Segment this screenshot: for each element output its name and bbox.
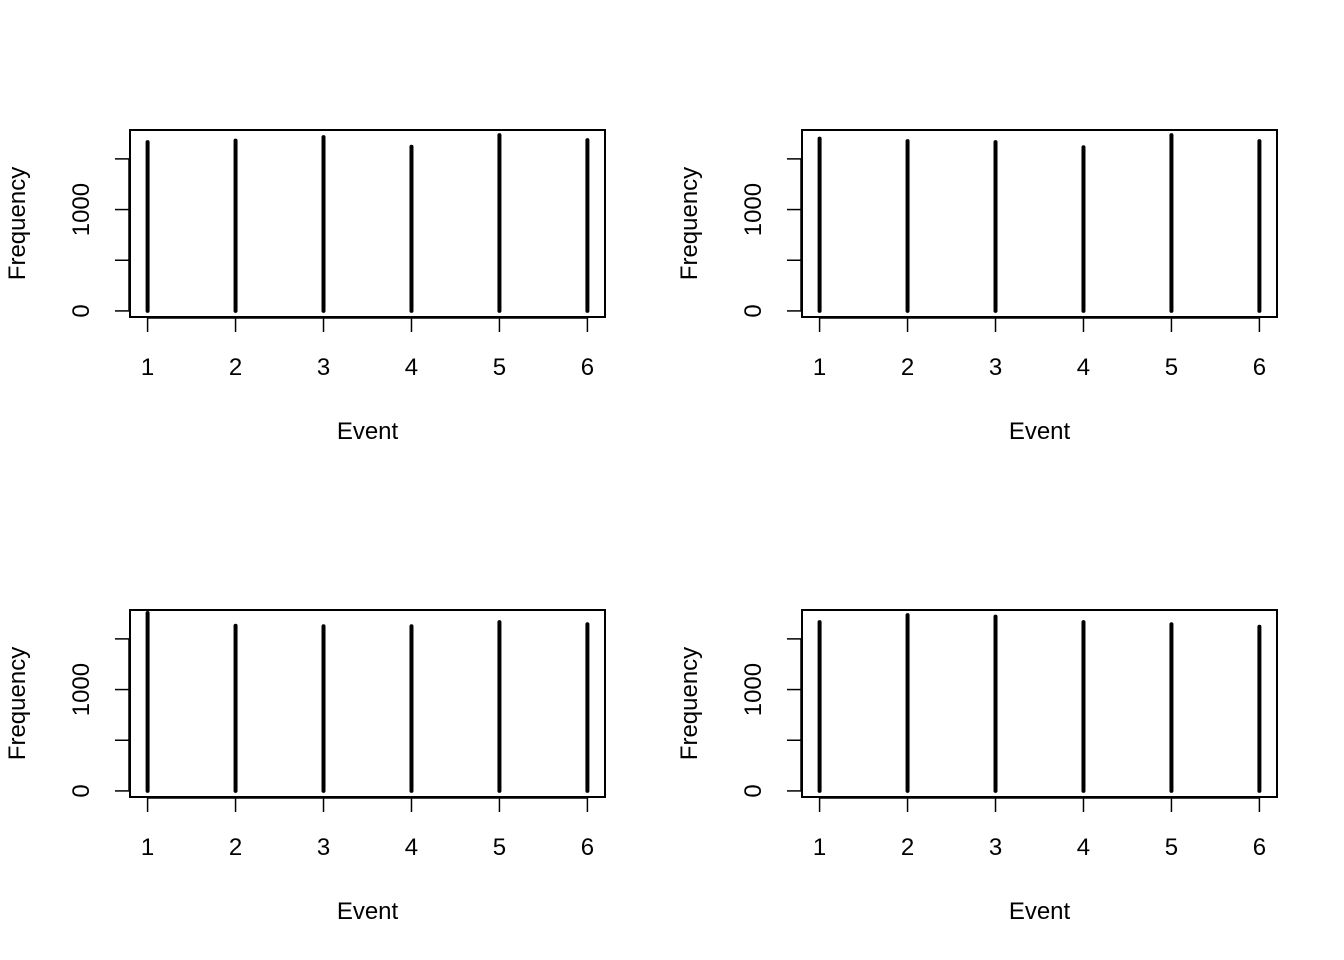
x-axis-label: Event xyxy=(337,898,399,925)
x-axis: 1 2 3 4 5 6 xyxy=(141,317,594,381)
x-tick-label: 6 xyxy=(581,834,594,861)
y-tick-label: 1000 xyxy=(740,183,767,236)
plot-frame xyxy=(129,609,606,798)
x-tick-label: 1 xyxy=(813,834,826,861)
x-tick-label: 2 xyxy=(901,834,914,861)
plot-frame xyxy=(801,129,1278,318)
x-tick-label: 1 xyxy=(813,354,826,381)
y-tick-label: 1000 xyxy=(740,663,767,716)
x-tick-label: 3 xyxy=(989,834,1002,861)
x-tick-label: 6 xyxy=(1253,354,1266,381)
x-tick-label: 1 xyxy=(141,354,154,381)
x-tick-label: 3 xyxy=(989,354,1002,381)
y-axis: 0 1000 xyxy=(740,638,802,798)
chart-panel-3: 1 2 3 4 5 6 0 1000 Event Frequency xyxy=(4,609,606,925)
y-axis: 0 1000 xyxy=(68,158,130,318)
x-tick-label: 2 xyxy=(229,354,242,381)
x-axis: 1 2 3 4 5 6 xyxy=(141,797,594,861)
x-axis: 1 2 3 4 5 6 xyxy=(813,797,1266,861)
x-tick-label: 5 xyxy=(1165,354,1178,381)
y-tick-label: 0 xyxy=(740,304,767,317)
x-tick-label: 4 xyxy=(405,834,418,861)
x-tick-label: 6 xyxy=(581,354,594,381)
x-tick-label: 4 xyxy=(1077,834,1090,861)
y-axis: 0 1000 xyxy=(68,638,130,798)
x-tick-label: 4 xyxy=(1077,354,1090,381)
x-tick-label: 6 xyxy=(1253,834,1266,861)
x-axis-label: Event xyxy=(1009,898,1071,925)
chart-panel-4: 1 2 3 4 5 6 0 1000 Event Frequency xyxy=(676,609,1278,925)
y-tick-label: 1000 xyxy=(68,183,95,236)
y-axis-label: Frequency xyxy=(676,167,703,280)
y-axis-label: Frequency xyxy=(4,167,31,280)
y-tick-label: 1000 xyxy=(68,663,95,716)
plot-frame xyxy=(801,609,1278,798)
chart-panel-2: 1 2 3 4 5 6 0 1000 Event Frequency xyxy=(676,129,1278,445)
x-axis-label: Event xyxy=(337,418,399,445)
y-axis-label: Frequency xyxy=(676,647,703,760)
x-tick-label: 2 xyxy=(229,834,242,861)
x-tick-label: 3 xyxy=(317,354,330,381)
y-axis: 0 1000 xyxy=(740,158,802,318)
chart-panel-1: 1 2 3 4 5 6 0 1000 Event Frequency xyxy=(4,129,606,445)
y-tick-label: 0 xyxy=(68,784,95,797)
y-tick-label: 0 xyxy=(740,784,767,797)
x-tick-label: 5 xyxy=(493,354,506,381)
y-axis-label: Frequency xyxy=(4,647,31,760)
x-tick-label: 2 xyxy=(901,354,914,381)
plot-frame xyxy=(129,129,606,318)
x-tick-label: 5 xyxy=(1165,834,1178,861)
x-tick-label: 1 xyxy=(141,834,154,861)
x-tick-label: 4 xyxy=(405,354,418,381)
x-axis-label: Event xyxy=(1009,418,1071,445)
x-tick-label: 3 xyxy=(317,834,330,861)
x-axis: 1 2 3 4 5 6 xyxy=(813,317,1266,381)
y-tick-label: 0 xyxy=(68,304,95,317)
x-tick-label: 5 xyxy=(493,834,506,861)
